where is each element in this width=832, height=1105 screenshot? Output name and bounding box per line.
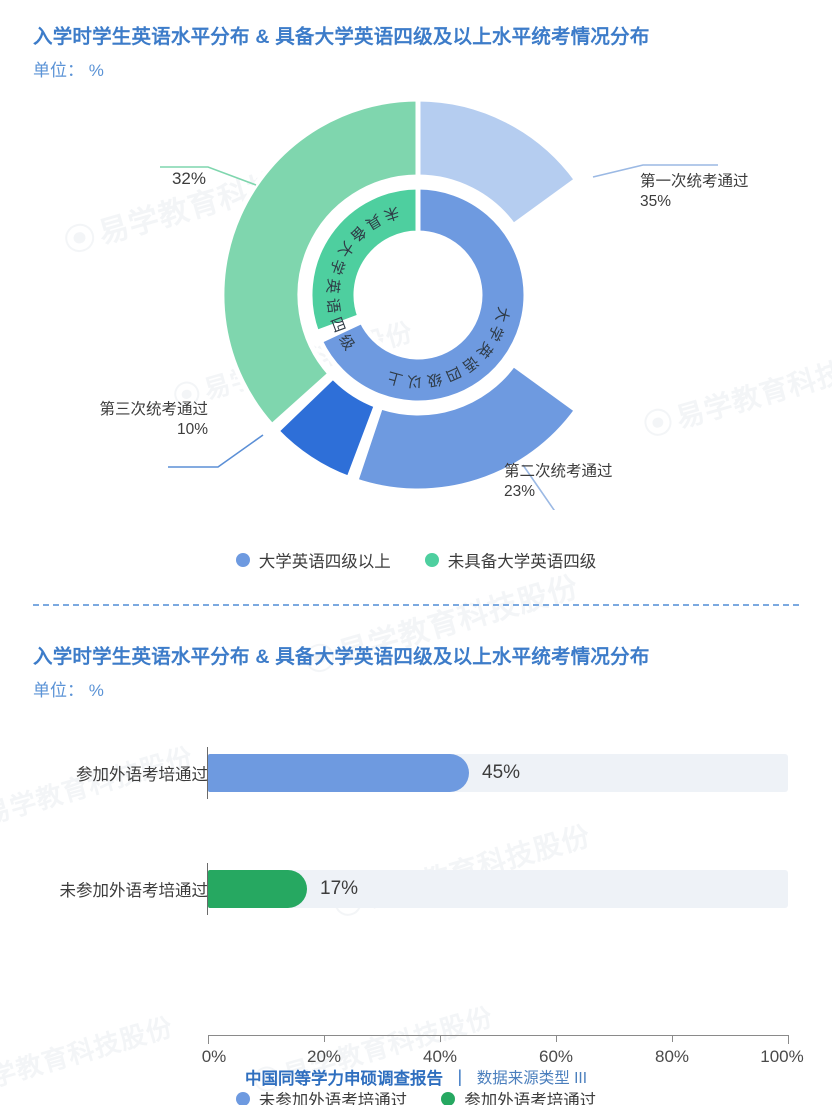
leader-line-first (592, 164, 718, 178)
bar-track (208, 870, 788, 908)
bar-category-label: 参加外语考培通过 (76, 766, 208, 784)
donut-outer-slice-second[interactable] (353, 361, 580, 494)
legend-dot-icon (235, 1092, 250, 1105)
donut-outer-slice-first[interactable] (415, 96, 580, 229)
callout-second-value: 23% (504, 482, 536, 500)
x-axis-tick-label: 40% (422, 1047, 458, 1066)
x-axis-tick (440, 1035, 441, 1042)
y-axis-tick (207, 747, 208, 799)
x-axis-tick-label: 60% (538, 1047, 574, 1066)
donut-inner-slice-blue[interactable] (317, 184, 529, 406)
svg-text:学: 学 (326, 257, 347, 277)
svg-text:学: 学 (484, 322, 506, 343)
callout-second: 第二次统考通过 23% (504, 462, 613, 502)
legend-item-green[interactable]: 未具备大学英语四级 (424, 548, 597, 572)
x-axis-tick (208, 1035, 209, 1044)
leader-line-fourth (160, 166, 257, 186)
callout-fourth-value: 32% (171, 169, 206, 188)
legend-dot-icon (424, 553, 439, 567)
donut-outer-slice-fourth[interactable] (219, 96, 421, 429)
legend-label: 大学英语四级以上 (258, 553, 391, 571)
bar-track (208, 754, 788, 792)
svg-text:语: 语 (323, 297, 342, 314)
bar-chart-panel: 入学时学生英语水平分布 & 具备大学英语四级及以上水平统考情况分布 单位： % … (0, 620, 832, 1105)
legend-label: 未参加外语考培通过 (258, 1092, 408, 1105)
x-axis-tick (324, 1035, 325, 1042)
svg-text:以: 以 (407, 372, 423, 390)
callout-third-label: 第三次统考通过 (99, 401, 208, 418)
donut-inner-slice-green[interactable] (307, 184, 421, 335)
svg-text:四: 四 (443, 363, 464, 385)
callout-second-label: 第二次统考通过 (504, 463, 613, 480)
callout-third-value: 10% (176, 420, 208, 438)
svg-text:未: 未 (382, 203, 402, 224)
y-axis-tick (207, 863, 208, 915)
x-axis-tick-label: 0% (201, 1047, 227, 1066)
bar-row: 参加外语考培通过 45% (0, 750, 832, 796)
legend-label: 未具备大学英语四级 (447, 553, 597, 571)
leader-line-second (522, 464, 556, 510)
svg-text:大: 大 (492, 305, 512, 323)
x-axis-line (208, 1035, 788, 1036)
panel1-unit: 单位： % (33, 61, 104, 80)
bar-value-label: 45% (482, 762, 521, 783)
callout-first-label: 第一次统考通过 (640, 173, 749, 190)
svg-text:四: 四 (327, 315, 348, 335)
x-axis-tick-label: 20% (306, 1047, 342, 1066)
x-axis-tick (788, 1035, 789, 1044)
legend-dot-icon (235, 553, 250, 567)
callout-first-value: 35% (640, 192, 672, 210)
x-axis: 0% 20% 40% 60% 80% 100% (0, 1035, 832, 1085)
svg-text:上: 上 (386, 368, 405, 388)
bar-value-label: 17% (320, 878, 359, 899)
svg-text:级: 级 (425, 370, 443, 390)
bar-fill-green[interactable] (208, 870, 307, 908)
section-divider (33, 604, 799, 606)
panel2-unit: 单位： % (33, 681, 104, 700)
footer: 中国同等学力申硕调查报告 ❘ 数据来源类型 III (0, 1065, 832, 1089)
legend-dot-icon (441, 1092, 456, 1105)
x-axis-tick-label: 100% (760, 1047, 804, 1066)
legend-item-blue[interactable]: 大学英语四级以上 (235, 548, 391, 572)
donut-legend: 大学英语四级以上 未具备大学英语四级 (0, 548, 832, 572)
svg-text:英: 英 (323, 278, 342, 295)
x-axis-tick (672, 1035, 673, 1042)
bars-area: 参加外语考培通过 45% 未参加外语考培通过 17% (0, 705, 832, 1105)
panel1-title: 入学时学生英语水平分布 & 具备大学英语四级及以上水平统考情况分布 (33, 26, 650, 48)
callout-fourth: 32% (0, 168, 206, 190)
bar-legend: 未参加外语考培通过 参加外语考培通过 (0, 1087, 832, 1105)
legend-item-green[interactable]: 参加外语考培通过 (441, 1087, 596, 1105)
donut-chart-panel: 入学时学生英语水平分布 & 具备大学英语四级及以上水平统考情况分布 单位： % (0, 26, 832, 572)
panel2-title: 入学时学生英语水平分布 & 具备大学英语四级及以上水平统考情况分布 (33, 646, 650, 668)
bar-fill-blue[interactable] (208, 754, 469, 792)
bar-row: 未参加外语考培通过 17% (0, 866, 832, 912)
legend-label: 参加外语考培通过 (464, 1092, 597, 1105)
x-axis-tick-label: 80% (654, 1047, 690, 1066)
bar-category-label: 未参加外语考培通过 (59, 882, 209, 900)
legend-item-blue[interactable]: 未参加外语考培通过 (235, 1087, 408, 1105)
footer-separator-icon: ❘ (452, 1068, 467, 1086)
leader-line-third (168, 434, 264, 468)
footer-title: 中国同等学力申硕调查报告 (244, 1070, 443, 1088)
callout-first: 第一次统考通过 35% (640, 172, 749, 212)
callout-third: 第三次统考通过 10% (0, 400, 208, 440)
footer-source: 数据来源类型 III (476, 1070, 588, 1087)
x-axis-tick (556, 1035, 557, 1042)
donut-outer-slice-third[interactable] (274, 374, 379, 481)
